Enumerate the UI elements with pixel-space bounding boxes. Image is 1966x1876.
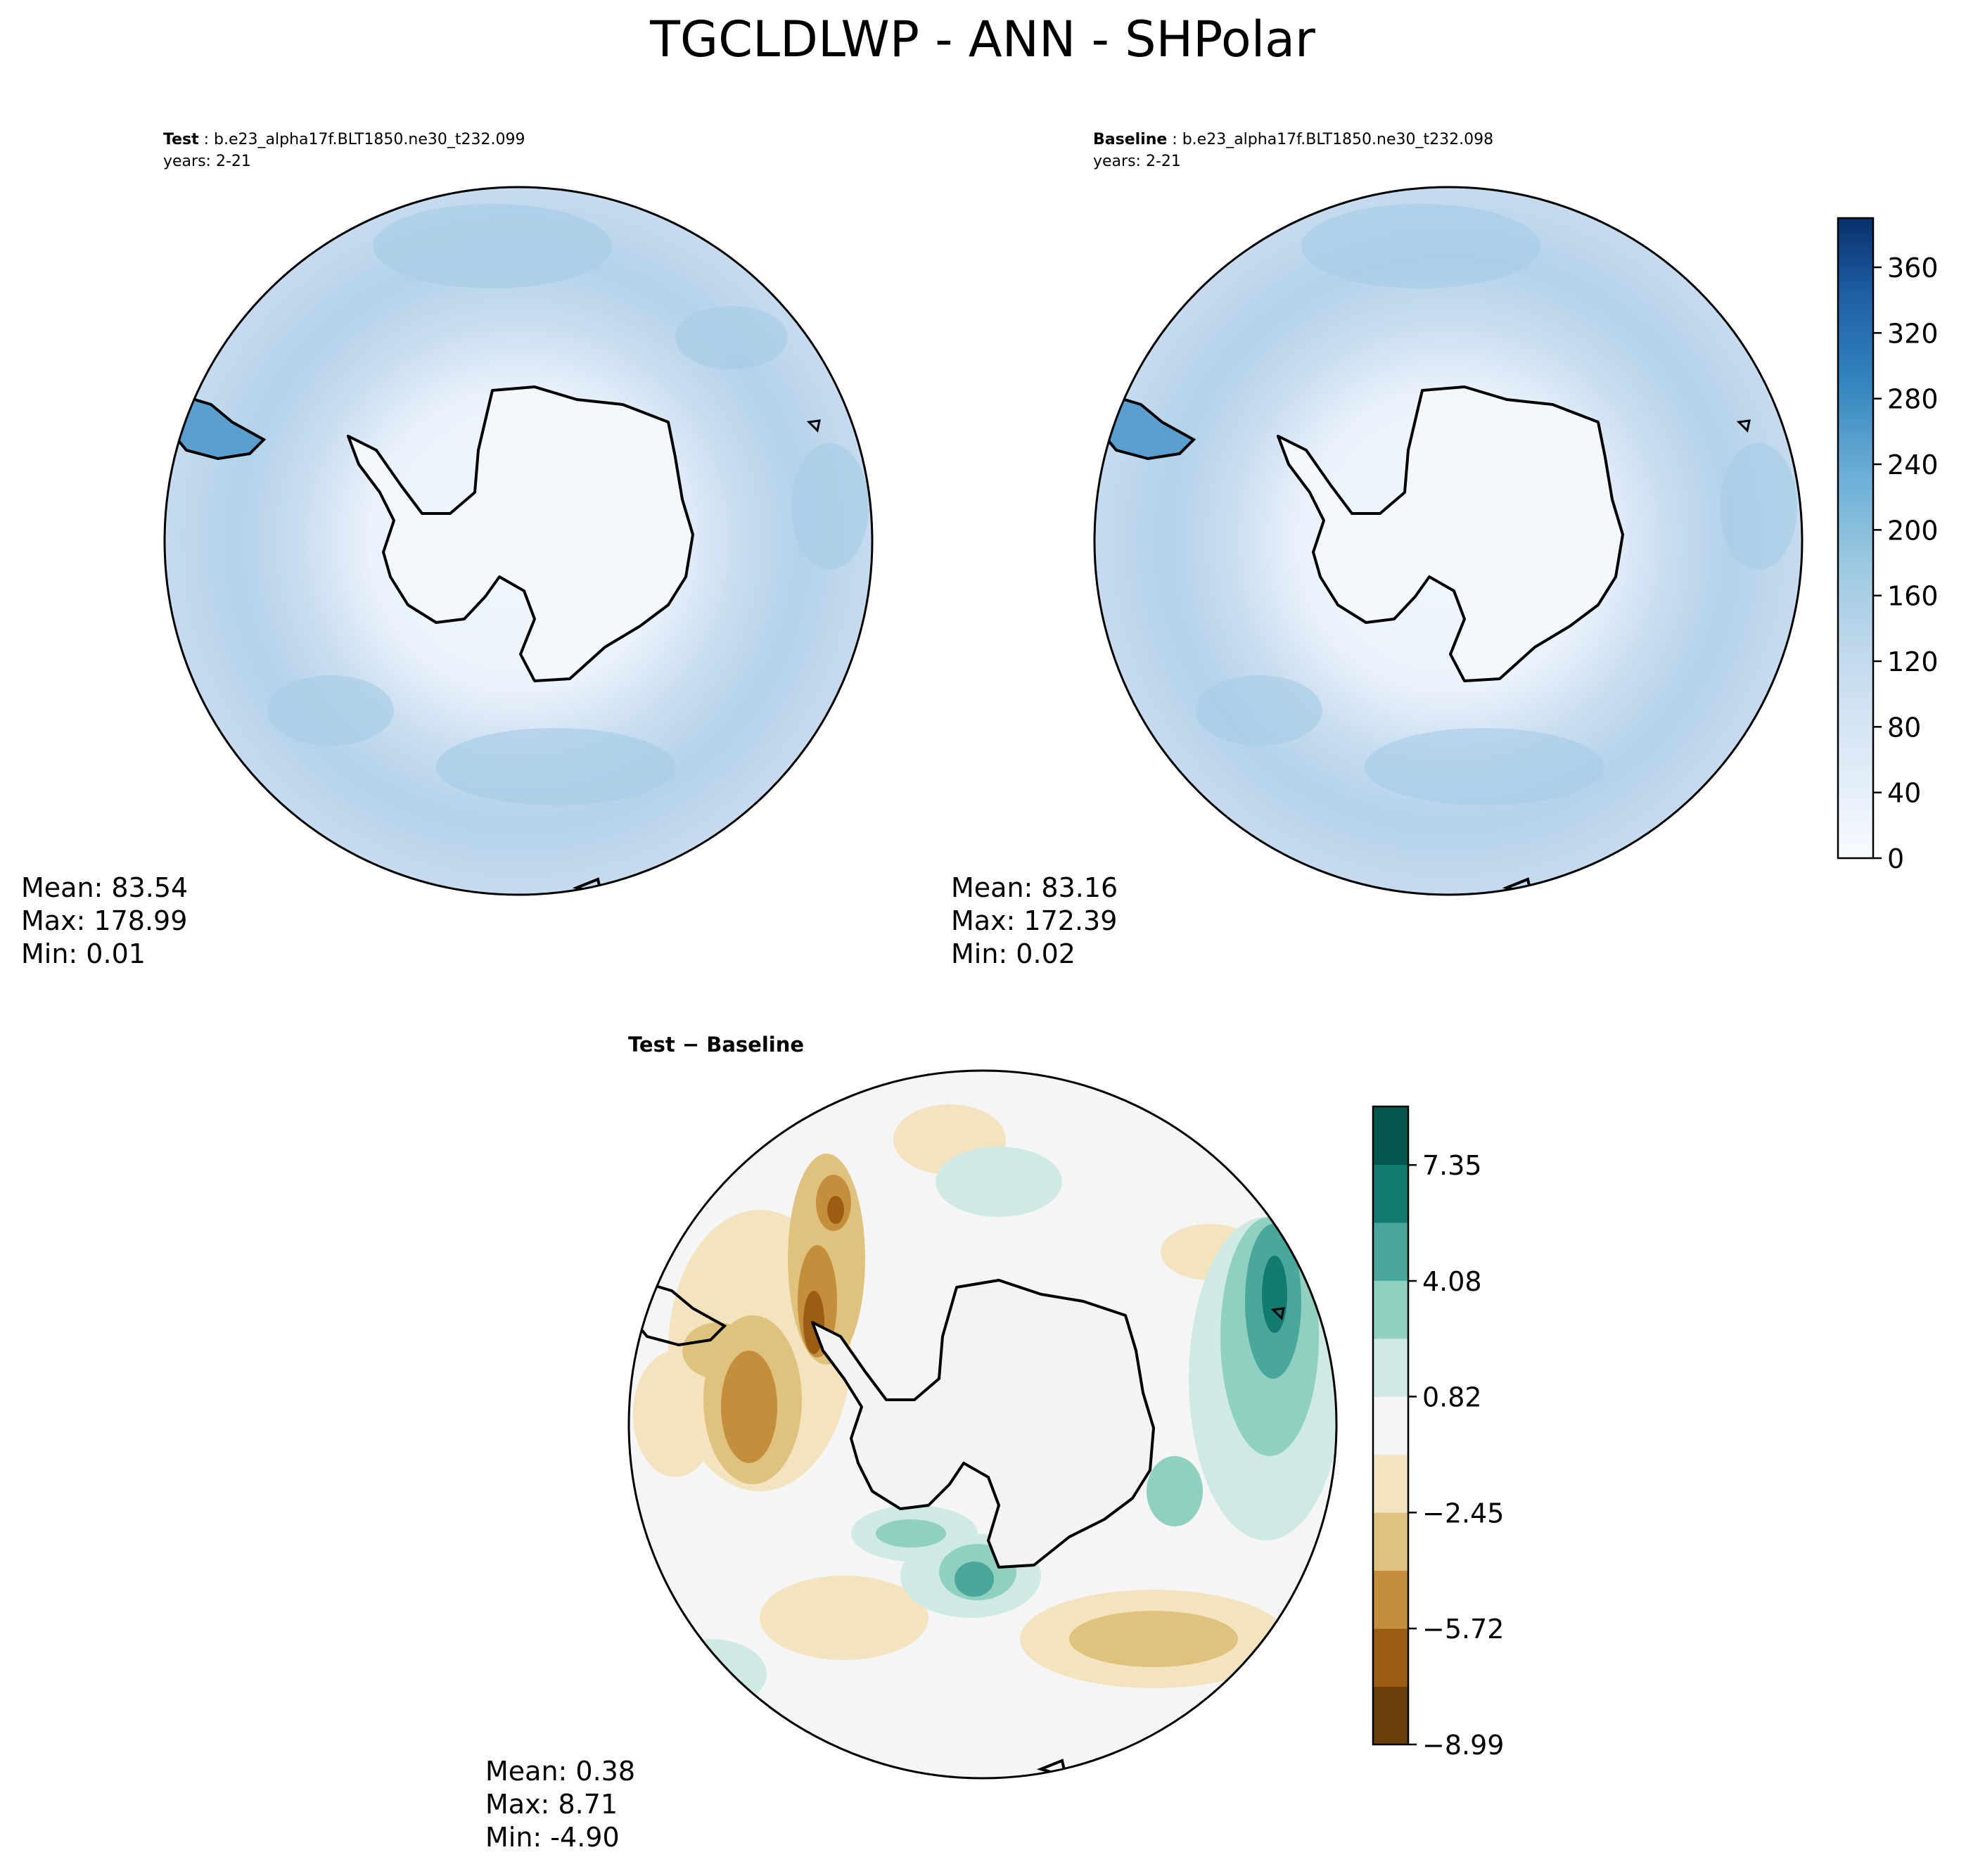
colorbar-main-tick-label: 120 bbox=[1887, 646, 1939, 677]
colorbar-diff-band bbox=[1373, 1280, 1408, 1339]
diff-stat-max: Max: 8.71 bbox=[485, 1789, 618, 1820]
colorbar-diff-band bbox=[1373, 1396, 1408, 1455]
diff-stat-min: Min: -4.90 bbox=[485, 1822, 620, 1853]
baseline-map bbox=[1094, 187, 1802, 895]
colorbar-diff-tick-label: −8.99 bbox=[1422, 1730, 1504, 1761]
test-map-boundary bbox=[163, 186, 874, 896]
colorbar-diff-tick-label: −2.45 bbox=[1422, 1498, 1504, 1529]
colorbar-main-tick-label: 360 bbox=[1887, 253, 1939, 283]
test-stat-min: Min: 0.01 bbox=[21, 938, 146, 969]
test-header-case: : b.e23_alpha17f.BLT1850.ne30_t232.099 bbox=[204, 131, 525, 148]
colorbar-diff-band bbox=[1373, 1222, 1408, 1281]
colorbar-main-tick-label: 240 bbox=[1887, 449, 1939, 480]
figure-title: TGCLDLWP - ANN - SHPolar bbox=[649, 11, 1315, 68]
colorbar-main-tick-label: 40 bbox=[1887, 778, 1921, 809]
colorbar-diff-band bbox=[1373, 1106, 1408, 1165]
colorbar-main-tick-label: 320 bbox=[1887, 318, 1939, 349]
colorbar-main: 0 40 80 120 160 200 240 280 320 360 bbox=[1837, 217, 1939, 874]
colorbar-diff-band bbox=[1373, 1628, 1408, 1687]
colorbar-diff-tick-label: −5.72 bbox=[1422, 1614, 1504, 1645]
test-antarctica bbox=[347, 385, 694, 682]
baseline-stat-max: Max: 172.39 bbox=[951, 905, 1117, 936]
test-stat-mean: Mean: 83.54 bbox=[21, 872, 188, 903]
colorbar-diff-band bbox=[1373, 1570, 1408, 1629]
diff-map bbox=[629, 1071, 1336, 1778]
colorbar-diff-band bbox=[1373, 1512, 1408, 1571]
diff-stat-mean: Mean: 0.38 bbox=[485, 1756, 635, 1787]
colorbar-diff-band bbox=[1373, 1164, 1408, 1223]
panel-baseline: Baseline : b.e23_alpha17f.BLT1850.ne30_t… bbox=[951, 131, 1804, 969]
colorbar-main-tick-label: 200 bbox=[1887, 515, 1939, 546]
colorbar-diff-tick-label: 4.08 bbox=[1422, 1266, 1482, 1297]
diff-map-boundary bbox=[627, 1069, 1338, 1780]
colorbar-diff-band bbox=[1373, 1686, 1408, 1745]
colorbar-diff-band bbox=[1373, 1454, 1408, 1513]
baseline-map-boundary bbox=[1093, 186, 1804, 896]
colorbar-main-tick-label: 80 bbox=[1887, 712, 1921, 743]
panel-test: Test : b.e23_alpha17f.BLT1850.ne30_t232.… bbox=[21, 131, 874, 969]
baseline-stat-mean: Mean: 83.16 bbox=[951, 872, 1118, 903]
baseline-antarctica bbox=[1277, 385, 1624, 682]
diff-header: Test − Baseline bbox=[628, 1033, 804, 1057]
test-years: years: 2-21 bbox=[163, 153, 251, 170]
test-header: Test : b.e23_alpha17f.BLT1850.ne30_t232.… bbox=[163, 131, 525, 148]
baseline-header-label: Baseline bbox=[1093, 131, 1167, 148]
colorbar-diff-frame bbox=[1372, 1105, 1410, 1746]
colorbar-main-tick-label: 0 bbox=[1887, 843, 1904, 874]
diff-antarctica bbox=[811, 1279, 1155, 1569]
test-stat-max: Max: 178.99 bbox=[21, 905, 187, 936]
baseline-years: years: 2-21 bbox=[1093, 153, 1181, 170]
test-header-label: Test bbox=[163, 131, 199, 148]
colorbar-main-tick-label: 160 bbox=[1887, 581, 1939, 612]
colorbar-main-bar bbox=[1837, 217, 1875, 860]
colorbar-diff: −8.99 −5.72 −2.45 0.82 4.08 7.35 bbox=[1372, 1105, 1504, 1761]
colorbar-diff-tick-label: 7.35 bbox=[1422, 1150, 1482, 1181]
test-map bbox=[165, 187, 872, 895]
baseline-header: Baseline : b.e23_alpha17f.BLT1850.ne30_t… bbox=[1093, 131, 1493, 148]
colorbar-diff-band bbox=[1373, 1338, 1408, 1397]
colorbar-diff-tick-label: 0.82 bbox=[1422, 1382, 1482, 1412]
baseline-header-case: : b.e23_alpha17f.BLT1850.ne30_t232.098 bbox=[1172, 131, 1493, 148]
panel-diff: Test − Baseline bbox=[485, 1033, 1338, 1853]
baseline-stat-min: Min: 0.02 bbox=[951, 938, 1075, 969]
colorbar-main-tick-label: 280 bbox=[1887, 384, 1939, 415]
